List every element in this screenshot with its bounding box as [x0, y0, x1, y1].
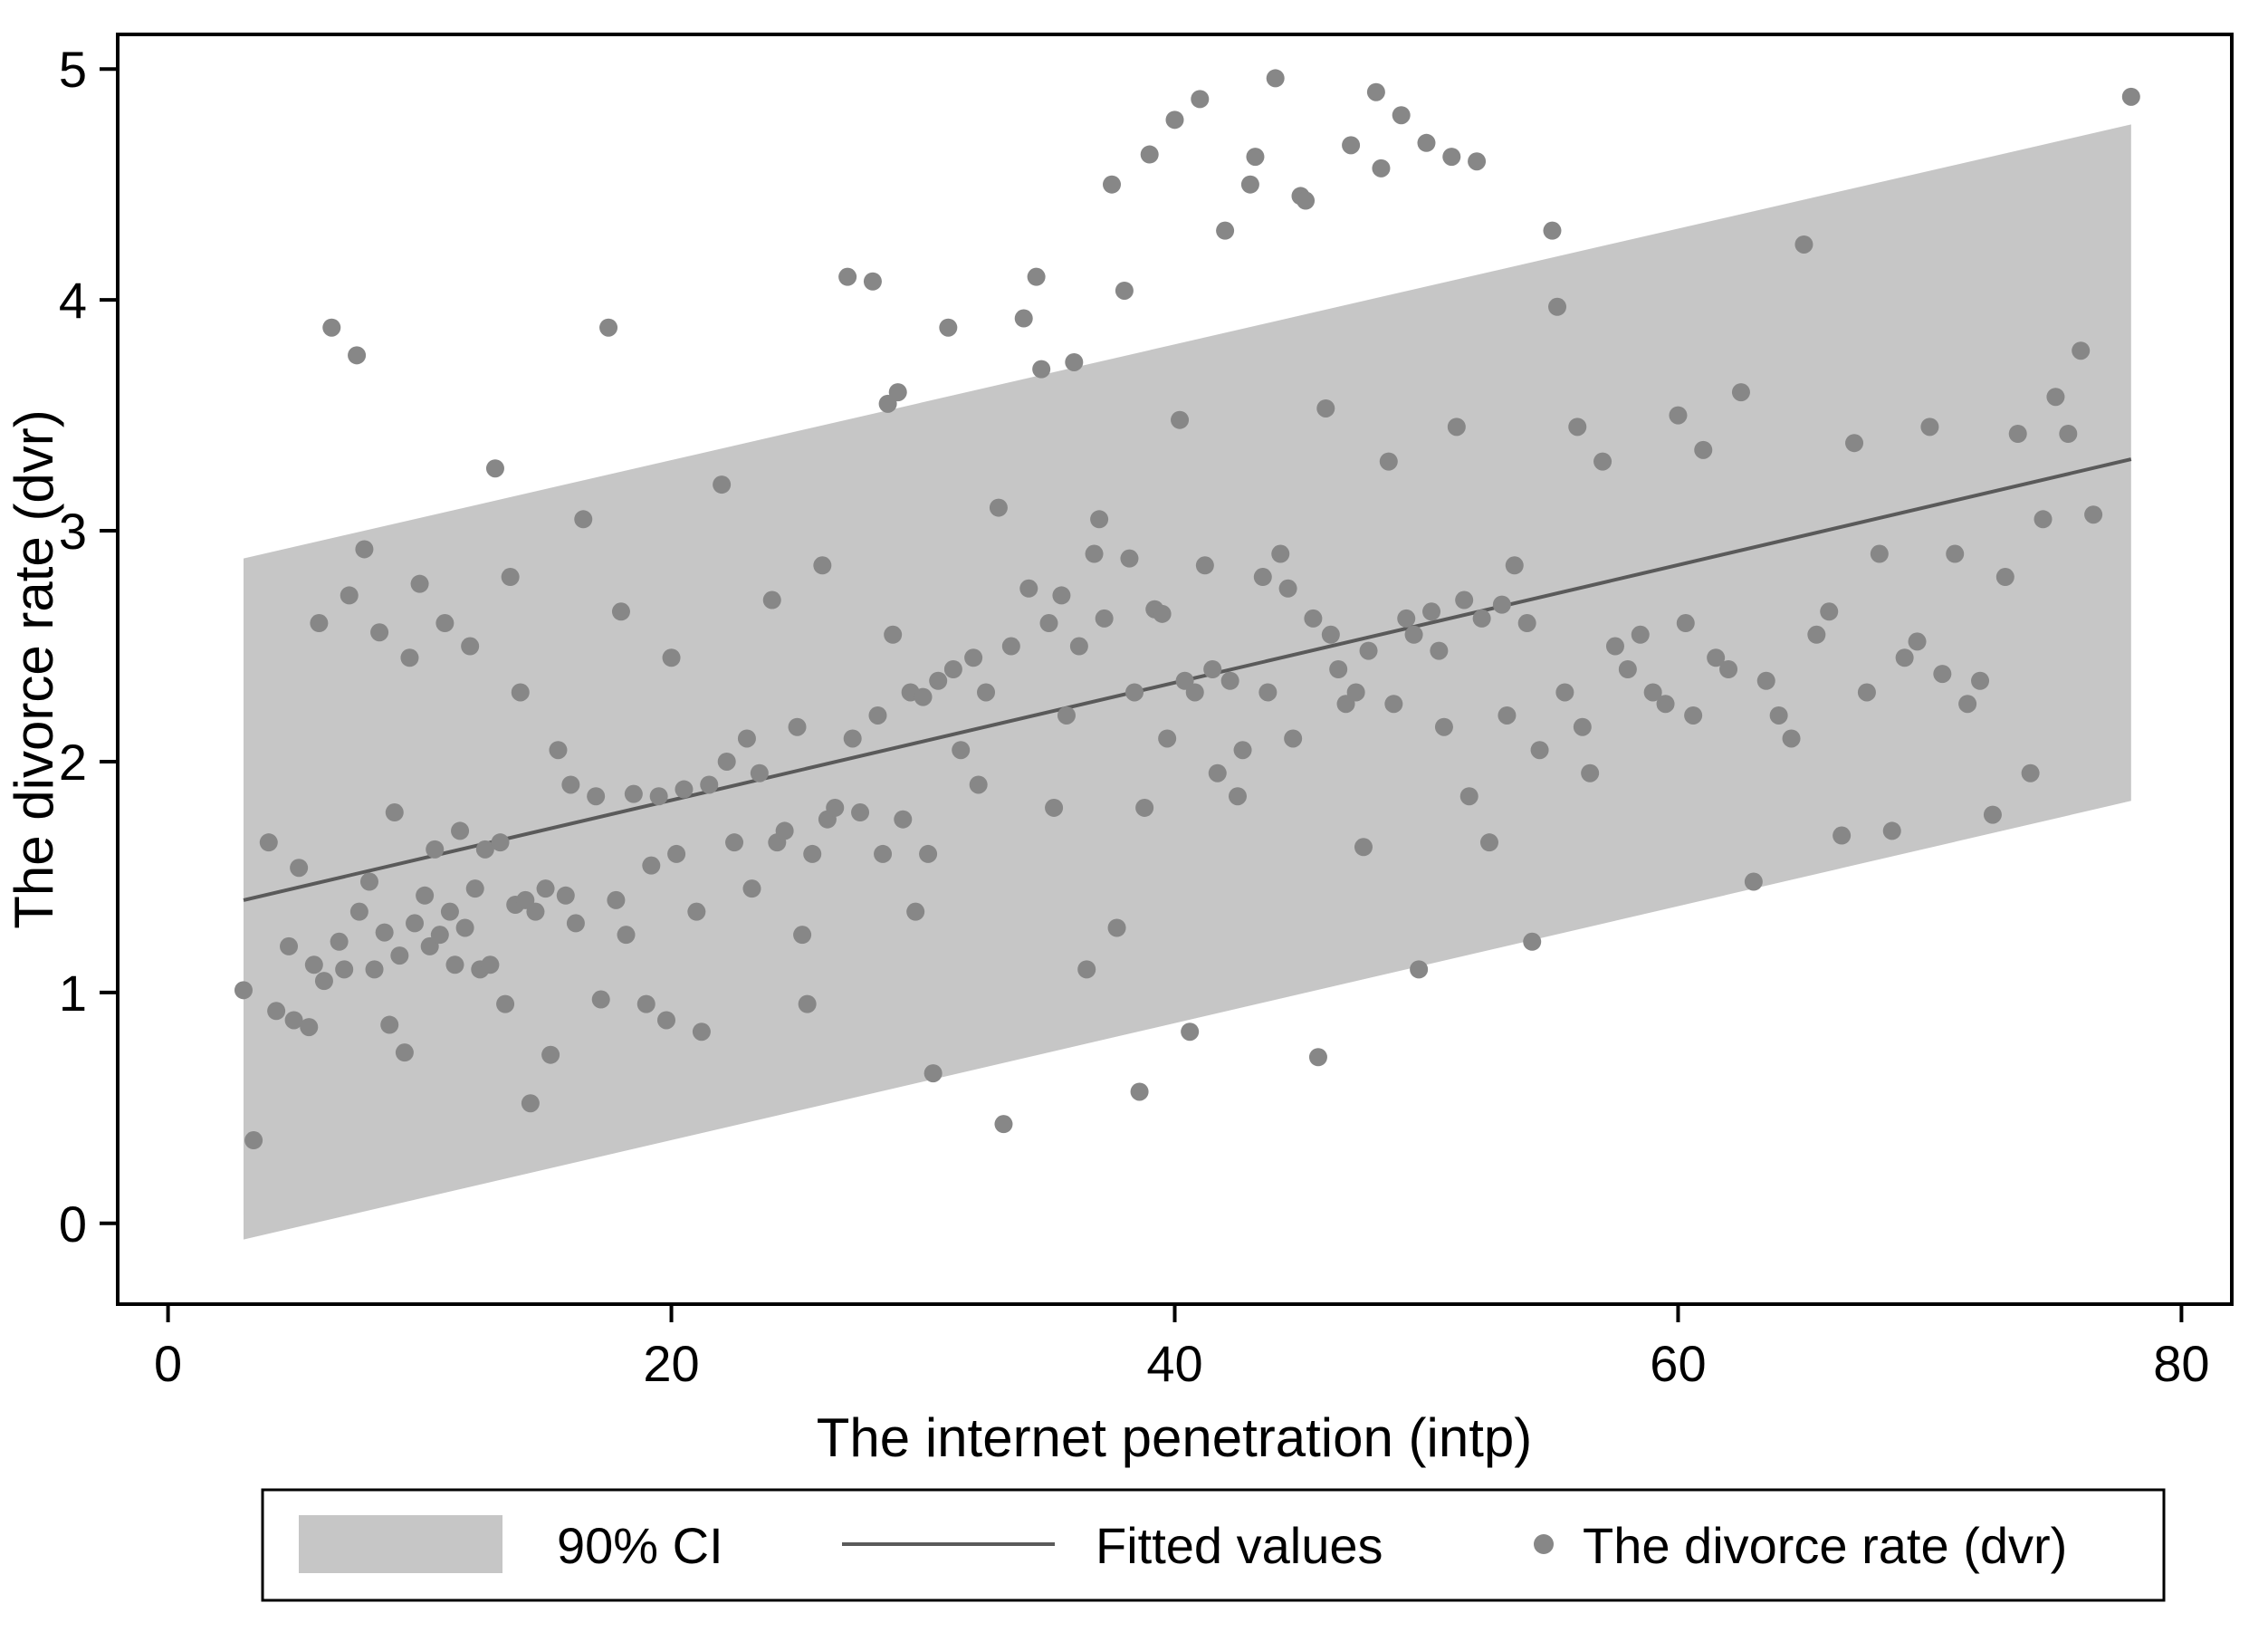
legend-box	[261, 1488, 2166, 1602]
x-tick-label: 40	[1146, 1335, 1202, 1392]
y-tick-label: 1	[59, 965, 87, 1022]
y-axis-title: The divorce rate (dvr)	[4, 409, 64, 929]
y-tick-label: 0	[59, 1195, 87, 1253]
y-tick-label: 5	[59, 41, 87, 98]
x-tick-label: 20	[643, 1335, 699, 1392]
ci-band-legend-swatch	[299, 1515, 502, 1573]
legend: 90% CI Fitted values The divorce rate (d…	[261, 1488, 2166, 1602]
scatter-points	[234, 69, 2140, 1150]
scatter-point-legend-label: The divorce rate (dvr)	[1583, 1517, 2067, 1574]
scatter-point-legend-sample	[1534, 1534, 1554, 1554]
y-tick-label: 2	[59, 734, 87, 791]
x-tick-label: 60	[1650, 1335, 1706, 1392]
plot-frame	[116, 33, 2234, 1306]
x-tick-label: 80	[2153, 1335, 2209, 1392]
axes-ticks: 0 20 40 60 80 0 1 2 3 4 5	[59, 41, 2210, 1392]
y-tick-label: 4	[59, 272, 87, 329]
x-axis-title: The internet penetration (intp)	[817, 1407, 1532, 1468]
fitted-line-legend-label: Fitted values	[1096, 1517, 1383, 1574]
ci-band-legend-label: 90% CI	[557, 1517, 723, 1574]
x-tick-label: 0	[154, 1335, 182, 1392]
y-tick-label: 3	[59, 503, 87, 560]
